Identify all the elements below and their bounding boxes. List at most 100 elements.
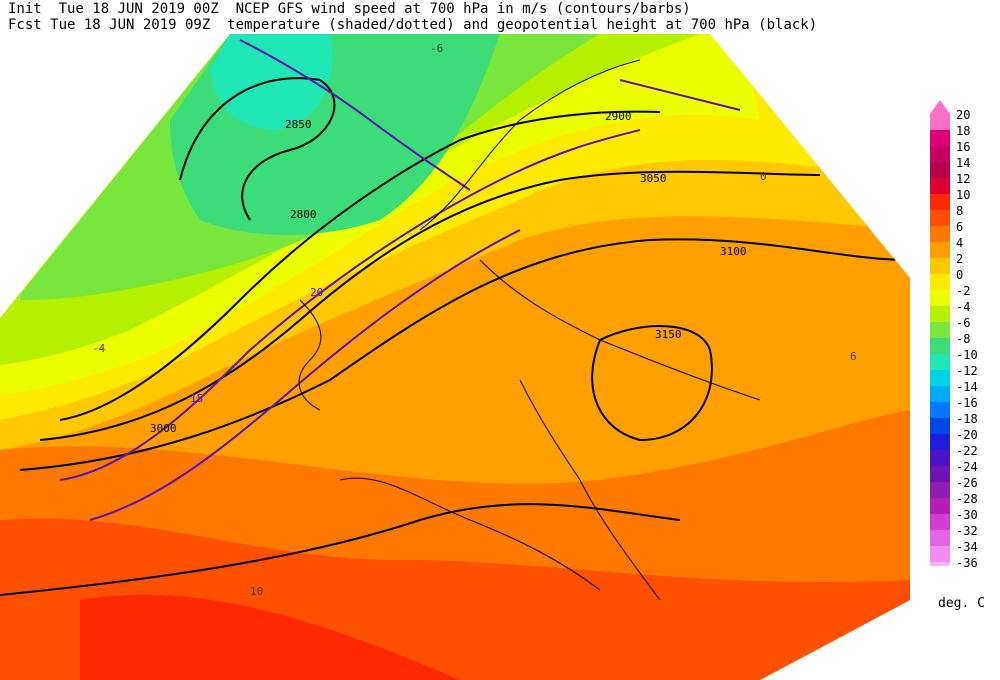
colorbar-level-label: 8 [956, 204, 964, 218]
height-contour-2850 [179, 77, 336, 221]
height-contour-3000 [59, 110, 661, 421]
colorbar-swatch [930, 226, 950, 242]
height-label-3000: 3000 [150, 422, 177, 435]
colorbar-level-label: 0 [956, 268, 964, 282]
colorbar-level-label: -6 [956, 316, 971, 330]
colorbar-swatch [930, 354, 950, 370]
coastline-scandinavia [419, 59, 641, 231]
colorbar-swatch [930, 210, 950, 226]
temp-band-10 [80, 594, 460, 680]
wind-contours [59, 39, 741, 521]
height-contours [0, 77, 910, 596]
colorbar-swatch [930, 146, 950, 162]
coastline-mediterranean [339, 477, 601, 591]
colorbar-swatch [930, 306, 950, 322]
colorbar-level-label: 6 [956, 220, 964, 234]
temp-label-6: 6 [850, 350, 857, 363]
height-contour-3150-center [591, 325, 713, 442]
colorbar-level-label: -26 [956, 476, 978, 490]
colorbar-level-label: 2 [956, 252, 964, 266]
colorbar-swatch [930, 418, 950, 434]
colorbar-unit: deg. C [938, 596, 985, 611]
colorbar-swatch [930, 546, 950, 562]
colorbar-swatch [930, 450, 950, 466]
height-label-3050: 3050 [640, 172, 667, 185]
temperature-colorbar [930, 100, 950, 566]
wind-contour-15-west [59, 129, 641, 481]
colorbar-swatch [930, 114, 950, 130]
colorbar-level-label: 18 [956, 124, 971, 138]
wind-contour-15-north [239, 39, 471, 191]
colorbar-swatch [930, 242, 950, 258]
colorbar-swatch [930, 370, 950, 386]
colorbar-swatch [930, 562, 950, 566]
colorbar-level-label: -12 [956, 364, 978, 378]
colorbar-level-label: -18 [956, 412, 978, 426]
colorbar-swatch [930, 466, 950, 482]
height-label-2900: 2900 [605, 110, 632, 123]
temp-band-minus10 [210, 34, 333, 130]
height-contour-3150-south [0, 503, 681, 596]
colorbar-swatch [930, 290, 950, 306]
colorbar-swatch [930, 274, 950, 290]
init-time: Init Tue 18 JUN 2019 00Z [8, 1, 219, 17]
colorbar-swatch [930, 322, 950, 338]
colorbar-level-label: -10 [956, 348, 978, 362]
coastline-britain [298, 299, 322, 411]
colorbar-level-label: -20 [956, 428, 978, 442]
colorbar-level-label: 20 [956, 108, 971, 122]
colorbar-swatch [930, 530, 950, 546]
colorbar-swatch [930, 402, 950, 418]
colorbar-level-label: -24 [956, 460, 978, 474]
colorbar-level-label: -2 [956, 284, 971, 298]
colorbar-level-label: -28 [956, 492, 978, 506]
wind-label-20: 20 [310, 286, 323, 299]
colorbar-swatch [930, 258, 950, 274]
colorbar-swatch [930, 178, 950, 194]
height-contour-3050 [39, 170, 821, 441]
colorbar-swatch [930, 514, 950, 530]
header-line-1: Init Tue 18 JUN 2019 00Z NCEP GFS wind s… [8, 1, 691, 17]
colorbar-swatch [930, 498, 950, 514]
colorbar-level-label: -8 [956, 332, 971, 346]
colorbar-top-arrow [930, 100, 950, 114]
colorbar-swatch [930, 162, 950, 178]
temp-label-10: 10 [250, 585, 263, 598]
colorbar-level-label: -30 [956, 508, 978, 522]
forecast-time: Fcst Tue 18 JUN 2019 09Z [8, 17, 211, 33]
temp-label-minus6: -6 [430, 42, 443, 55]
map-labels: 3000 3050 3100 3150 2850 2800 2900 15 20… [92, 42, 857, 598]
colorbar-level-label: -32 [956, 524, 978, 538]
colorbar-swatch [930, 130, 950, 146]
colorbar-swatch [930, 194, 950, 210]
colorbar-level-label: 14 [956, 156, 971, 170]
colorbar-level-label: -22 [956, 444, 978, 458]
colorbar-level-label: -16 [956, 396, 978, 410]
temperature-shading [0, 34, 910, 680]
colorbar-swatch [930, 338, 950, 354]
header-line-2: Fcst Tue 18 JUN 2019 09Z temperature (sh… [8, 17, 817, 33]
coastline-balkans [519, 379, 661, 601]
wind-label-15: 15 [190, 392, 203, 405]
wind-contour-20 [89, 229, 521, 521]
chart-title-line-2: temperature (shaded/dotted) and geopoten… [227, 17, 818, 33]
height-label-2800: 2800 [290, 208, 317, 221]
colorbar-level-label: 12 [956, 172, 971, 186]
height-contour-3100 [19, 238, 910, 471]
colorbar-level-label: -34 [956, 540, 978, 554]
temp-label-0: 0 [760, 170, 767, 183]
colorbar-level-label: 16 [956, 140, 971, 154]
chart-title-line-1: NCEP GFS wind speed at 700 hPa in m/s (c… [235, 1, 691, 17]
height-label-3150: 3150 [655, 328, 682, 341]
colorbar-level-label: 10 [956, 188, 971, 202]
colorbar-swatch [930, 386, 950, 402]
colorbar-swatch [930, 482, 950, 498]
height-label-2850: 2850 [285, 118, 312, 131]
colorbar-level-label: -14 [956, 380, 978, 394]
coastlines [298, 59, 761, 601]
colorbar-level-label: -36 [956, 556, 978, 570]
height-label-3100: 3100 [720, 245, 747, 258]
borders-central-europe [479, 259, 761, 401]
temp-label-minus4: -4 [92, 342, 106, 355]
